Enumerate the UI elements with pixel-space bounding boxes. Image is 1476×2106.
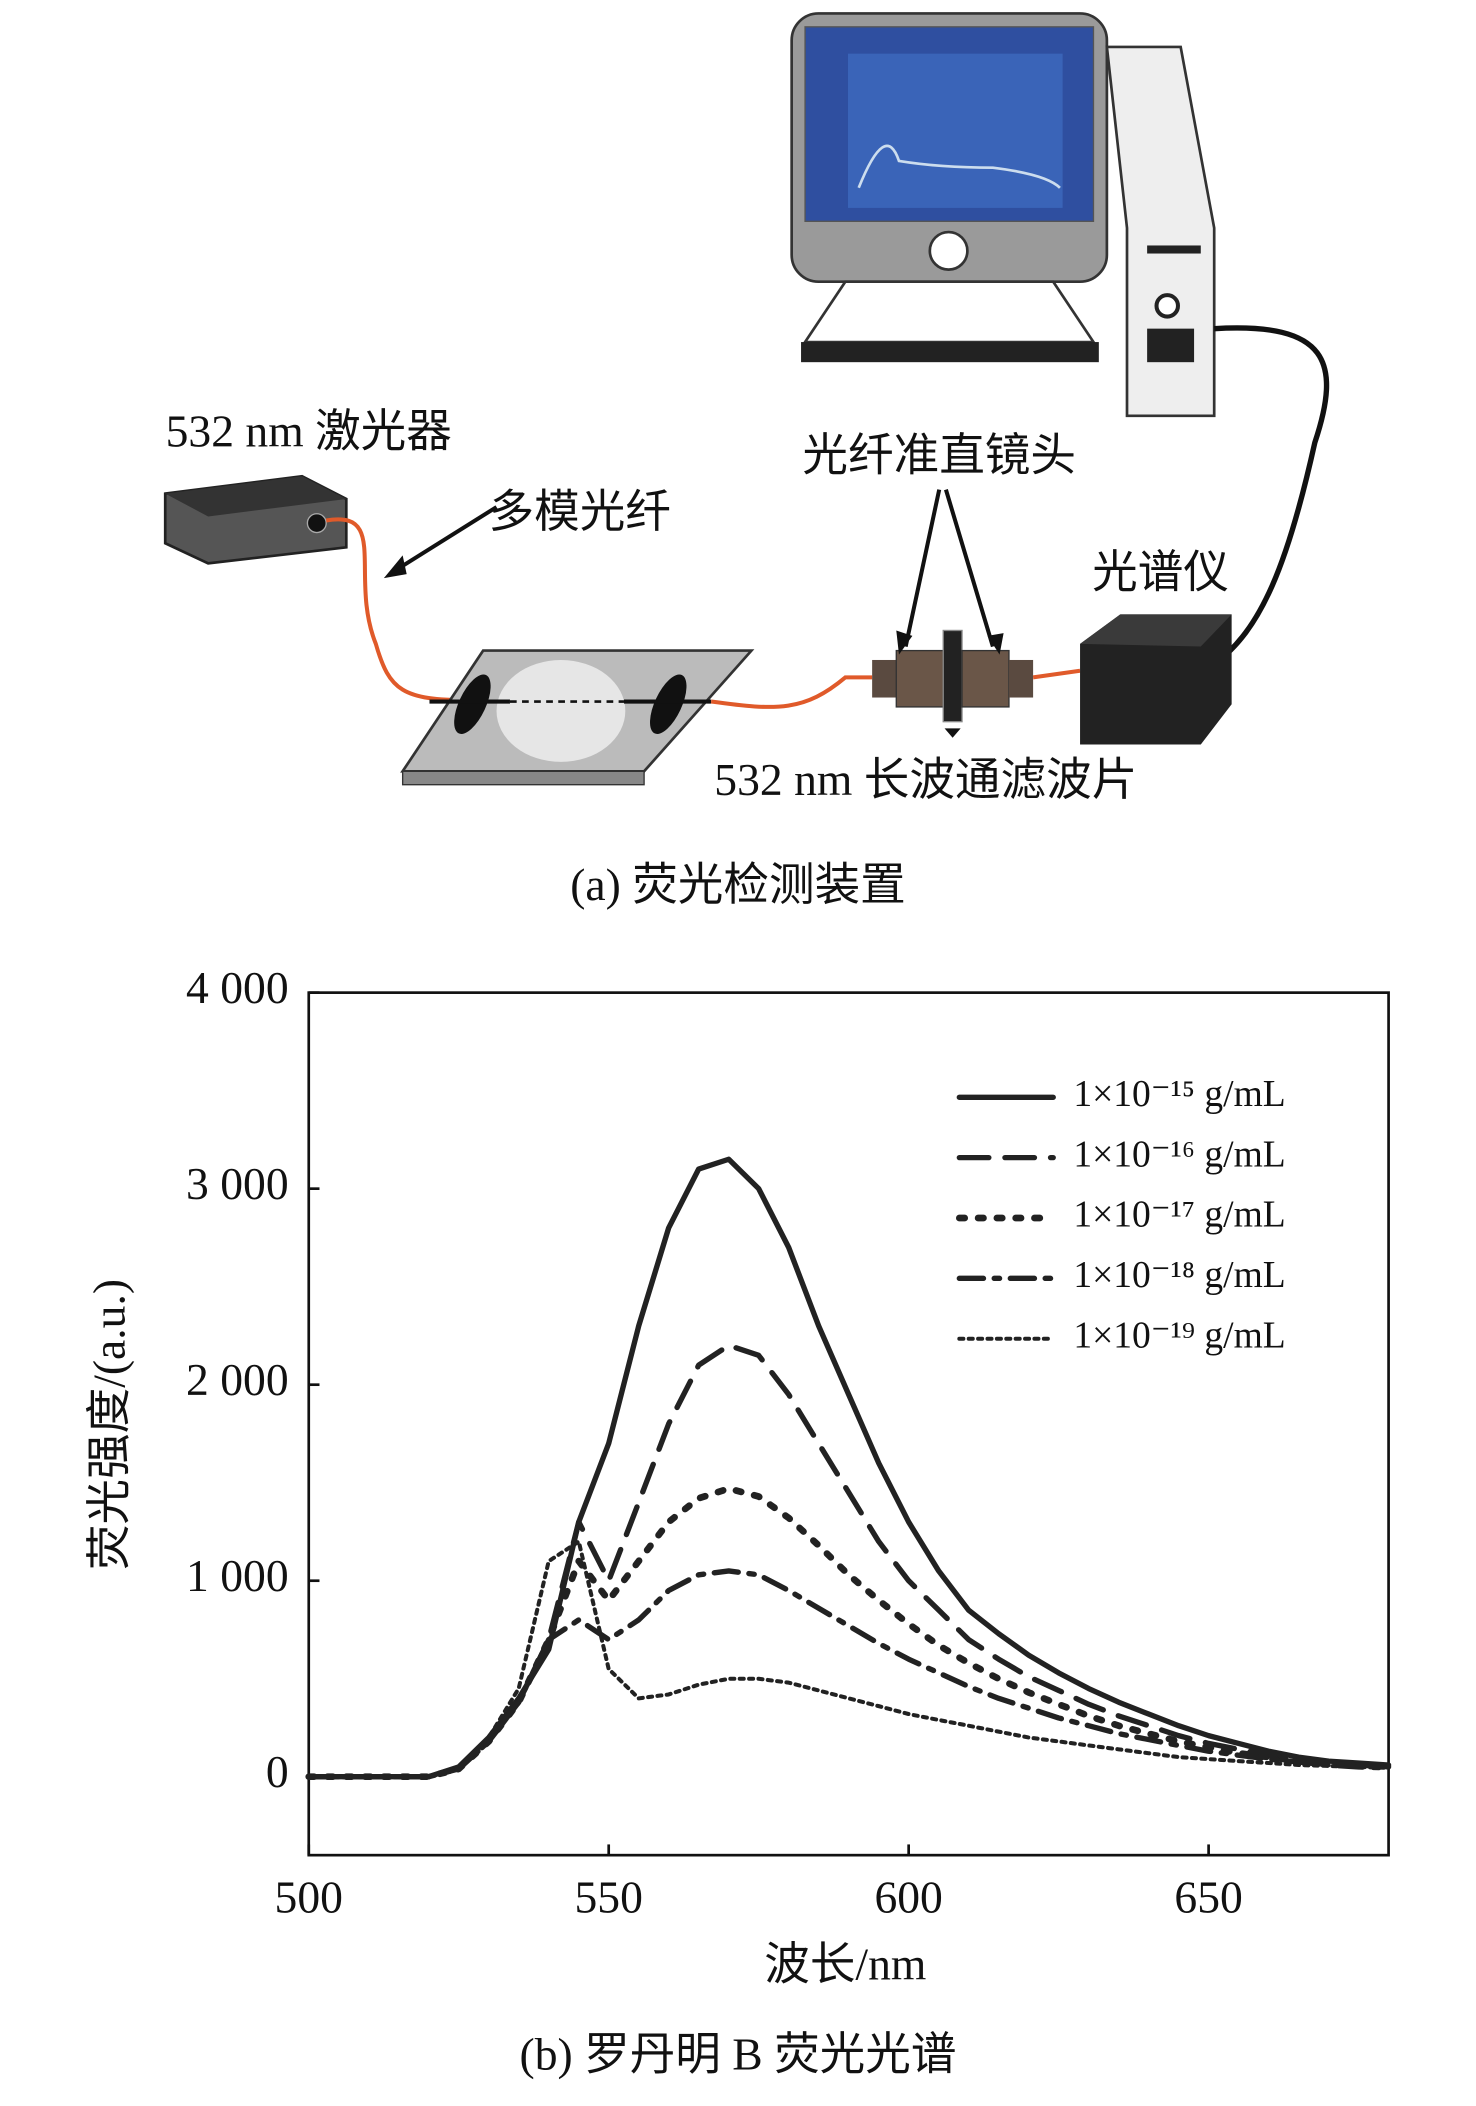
monitor-stand bbox=[802, 280, 1096, 344]
tower-panel bbox=[1147, 328, 1195, 363]
fiber-end bbox=[650, 674, 687, 734]
plot-frame bbox=[307, 991, 1390, 1857]
series-line bbox=[306, 1539, 1391, 1779]
laser-top bbox=[165, 476, 347, 517]
tower-button bbox=[1154, 293, 1180, 319]
collimator bbox=[1008, 659, 1034, 698]
tower bbox=[1105, 45, 1216, 418]
x-axis-label: 波长/nm bbox=[764, 1939, 926, 1990]
collimator-arrows bbox=[903, 489, 995, 648]
caption-b: (b) 罗丹明 B 荧光光谱 bbox=[520, 2029, 957, 2080]
x-tick-label: 550 bbox=[575, 1872, 643, 1923]
legend-label: 1×10⁻¹⁹ g/mL bbox=[1073, 1315, 1285, 1356]
spectrometer-label: 光谱仪 bbox=[1092, 546, 1229, 597]
power-button bbox=[928, 230, 969, 271]
laser-label: 532 nm 激光器 bbox=[166, 405, 452, 456]
spectrometer-top bbox=[1080, 614, 1232, 647]
y-tick-label: 1 000 bbox=[186, 1550, 289, 1601]
y-axis-label: 荧光强度/(a.u.) bbox=[84, 1279, 135, 1570]
legend-label: 1×10⁻¹⁷ g/mL bbox=[1073, 1195, 1285, 1236]
collimator bbox=[961, 649, 1010, 708]
screen-curve bbox=[857, 144, 1061, 189]
y-tick-label: 2 000 bbox=[186, 1354, 289, 1405]
legend-label: 1×10⁻¹⁸ g/mL bbox=[1073, 1255, 1285, 1296]
series-line bbox=[306, 1568, 1392, 1780]
apparatus: 532 nm 激光器 多模光纤 光纤准直镜头 光谱仪 532 nm 长波通滤波片… bbox=[163, 12, 1330, 910]
filter-label: 532 nm 长波通滤波片 bbox=[714, 754, 1137, 805]
x-tick-label: 600 bbox=[874, 1872, 942, 1923]
collimator bbox=[895, 649, 944, 708]
monitor-base bbox=[801, 342, 1099, 363]
y-tick-label: 0 bbox=[266, 1746, 289, 1797]
x-tick-label: 500 bbox=[275, 1872, 343, 1923]
legend-label: 1×10⁻¹⁵ g/mL bbox=[1073, 1074, 1285, 1115]
x-tick-label: 650 bbox=[1174, 1872, 1242, 1923]
slide-edge bbox=[401, 770, 645, 786]
filter-arrow bbox=[944, 728, 961, 738]
fiber-arrow bbox=[394, 505, 498, 572]
drive-slot bbox=[1147, 245, 1201, 254]
filter bbox=[942, 629, 963, 723]
fiber-out bbox=[710, 675, 873, 709]
collimator-label: 光纤准直镜头 bbox=[802, 430, 1076, 481]
sample-spot bbox=[496, 659, 626, 762]
series-line bbox=[306, 1156, 1392, 1780]
series-line bbox=[306, 1342, 1392, 1780]
fiber-arrowhead bbox=[383, 555, 407, 579]
spectrometer bbox=[1080, 614, 1232, 745]
series-line bbox=[305, 1485, 1392, 1781]
screen-plot bbox=[847, 53, 1063, 208]
collimator bbox=[872, 659, 897, 698]
fiber-end bbox=[454, 674, 491, 734]
caption-a: (a) 荧光检测装置 bbox=[570, 859, 906, 910]
fiber-in bbox=[325, 517, 470, 703]
usb-cable bbox=[1212, 325, 1330, 667]
y-tick-label: 4 000 bbox=[186, 962, 289, 1013]
laser-port bbox=[306, 513, 327, 534]
fiber-label: 多模光纤 bbox=[489, 486, 671, 537]
fiber-spectrometer bbox=[1032, 668, 1081, 680]
y-tick-label: 3 000 bbox=[186, 1158, 289, 1209]
legend-label: 1×10⁻¹⁶ g/mL bbox=[1073, 1134, 1285, 1175]
